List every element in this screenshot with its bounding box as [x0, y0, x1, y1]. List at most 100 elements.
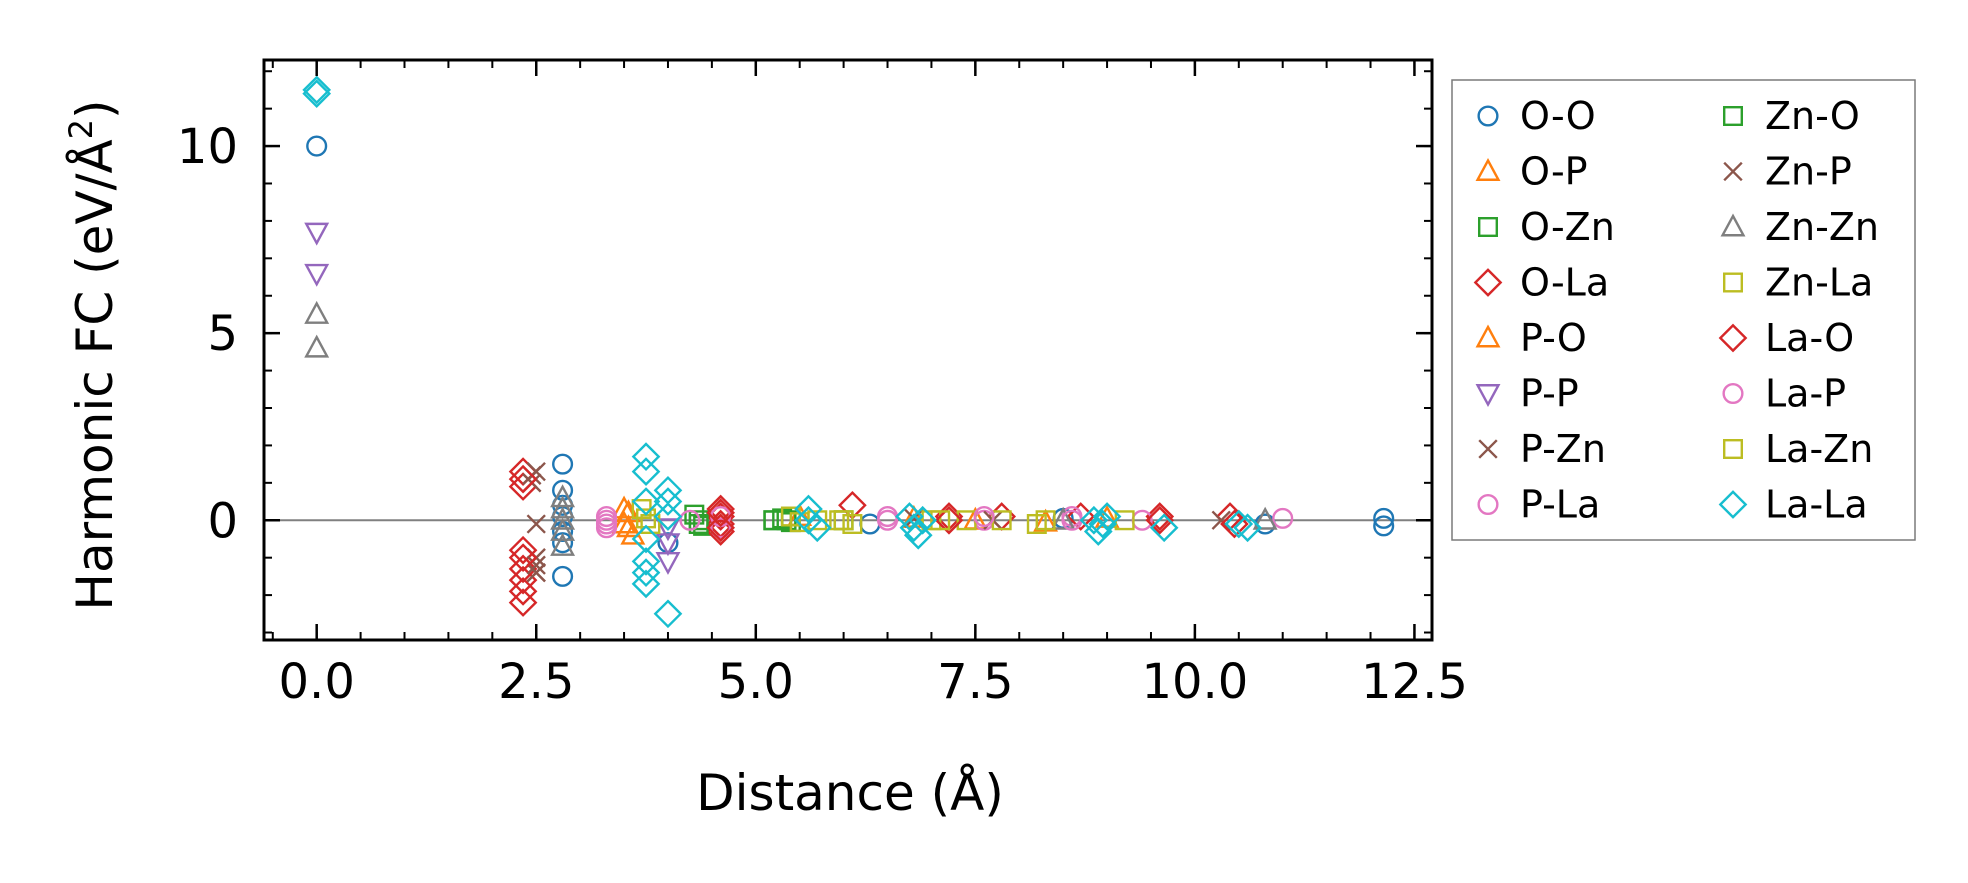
legend-marker	[1720, 213, 1746, 237]
data-point	[611, 495, 637, 519]
legend-item: La-P	[1722, 372, 1846, 416]
data-point	[550, 495, 576, 519]
legend-label: Zn-Zn	[1765, 205, 1879, 249]
plot-frame	[262, 58, 1434, 642]
data-point	[842, 514, 863, 535]
legend-item: O-P	[1475, 150, 1588, 194]
data-point	[550, 517, 576, 541]
data-point	[1079, 505, 1109, 535]
y-axis-title-main: Harmonic FC (eV/Å	[66, 139, 124, 610]
data-point	[1233, 513, 1262, 543]
series-la-la	[302, 75, 1262, 629]
data-point	[550, 532, 576, 556]
data-point	[903, 520, 933, 550]
x-tick-label: 12.5	[1361, 654, 1468, 710]
data-point	[508, 554, 538, 584]
data-point	[631, 442, 661, 471]
legend-item: La-La	[1718, 483, 1868, 527]
data-point	[653, 487, 683, 516]
legend-marker	[1718, 490, 1748, 519]
data-point	[526, 461, 546, 482]
data-point	[508, 577, 538, 606]
data-point	[899, 513, 929, 543]
legend-item: P-O	[1475, 316, 1587, 360]
y-axis: 0 5 10	[177, 70, 1432, 634]
y-tick-label: 5	[207, 306, 238, 362]
series-la-o	[508, 464, 1249, 573]
data-point	[859, 513, 881, 535]
legend-marker	[1722, 439, 1743, 460]
data-point	[550, 484, 576, 508]
data-point	[973, 505, 995, 528]
legend-marker	[1475, 324, 1501, 348]
data-point	[1088, 509, 1118, 539]
data-point	[794, 494, 823, 524]
data-point	[655, 533, 681, 557]
legend-label: Zn-La	[1765, 261, 1873, 305]
data-point	[508, 464, 538, 494]
legend-label: O-La	[1520, 261, 1609, 305]
data-point	[526, 562, 546, 583]
legend-item: Zn-O	[1722, 94, 1860, 138]
legend-label: La-O	[1765, 316, 1854, 360]
data-point	[526, 555, 546, 575]
legend-marker	[1722, 105, 1743, 126]
legend-item: O-La	[1473, 261, 1609, 305]
legend: O-O O-P O-Zn O-La P-O P-P P-Zn P-La Zn-O Zn-P Zn-Z…	[1451, 79, 1916, 541]
legend-marker	[1473, 268, 1503, 297]
series-la-zn	[636, 508, 1056, 533]
data-point	[829, 510, 850, 531]
data-point	[304, 263, 330, 287]
legend-marker	[1718, 323, 1748, 353]
legend-item: Zn-Zn	[1720, 205, 1879, 249]
data-point	[1145, 505, 1175, 535]
legend-label: La-Zn	[1765, 427, 1873, 471]
data-point	[615, 514, 641, 538]
data-point	[526, 514, 546, 534]
data-point	[508, 457, 538, 486]
x-tick-label: 0.0	[279, 654, 355, 710]
legend-label: P-O	[1520, 316, 1587, 360]
data-point	[552, 565, 574, 587]
legend-label: Zn-O	[1765, 94, 1860, 138]
x-tick-label: 7.5	[937, 654, 1013, 710]
y-axis-title-suffix: )	[66, 99, 124, 119]
data-point	[611, 510, 637, 534]
data-point	[1149, 513, 1179, 543]
legend-box	[1451, 79, 1916, 541]
legend-label: Zn-P	[1765, 150, 1852, 194]
data-point	[631, 524, 661, 554]
legend-item: P-Zn	[1478, 427, 1606, 471]
data-point	[1145, 502, 1175, 531]
x-tick-label: 5.0	[718, 654, 794, 710]
legend-label: O-O	[1520, 94, 1596, 138]
data-point	[930, 510, 951, 531]
legend-marker	[1477, 105, 1499, 127]
data-point	[304, 334, 330, 358]
data-point	[706, 513, 736, 543]
legend-item: Zn-P	[1723, 150, 1852, 194]
data-point	[934, 505, 964, 535]
data-point	[640, 514, 661, 535]
data-point	[679, 509, 701, 531]
x-tick-label: 10.0	[1141, 654, 1248, 710]
data-point	[631, 547, 661, 576]
plot-area	[262, 58, 1434, 642]
data-point	[508, 472, 538, 501]
data-point	[302, 79, 332, 109]
data-point	[1252, 506, 1278, 530]
data-point	[306, 135, 328, 157]
data-point	[595, 509, 618, 531]
data-point	[653, 502, 683, 531]
data-point	[655, 551, 681, 575]
data-point	[508, 535, 538, 565]
legend-item: P-P	[1475, 372, 1579, 416]
legend-marker	[1477, 216, 1498, 237]
data-point	[1224, 509, 1254, 539]
data-point	[552, 453, 574, 475]
legend-item: Zn-La	[1722, 261, 1873, 305]
data-point	[876, 509, 899, 531]
data-point	[631, 569, 661, 599]
legend-marker	[1722, 382, 1744, 405]
legend-marker	[1475, 384, 1501, 408]
